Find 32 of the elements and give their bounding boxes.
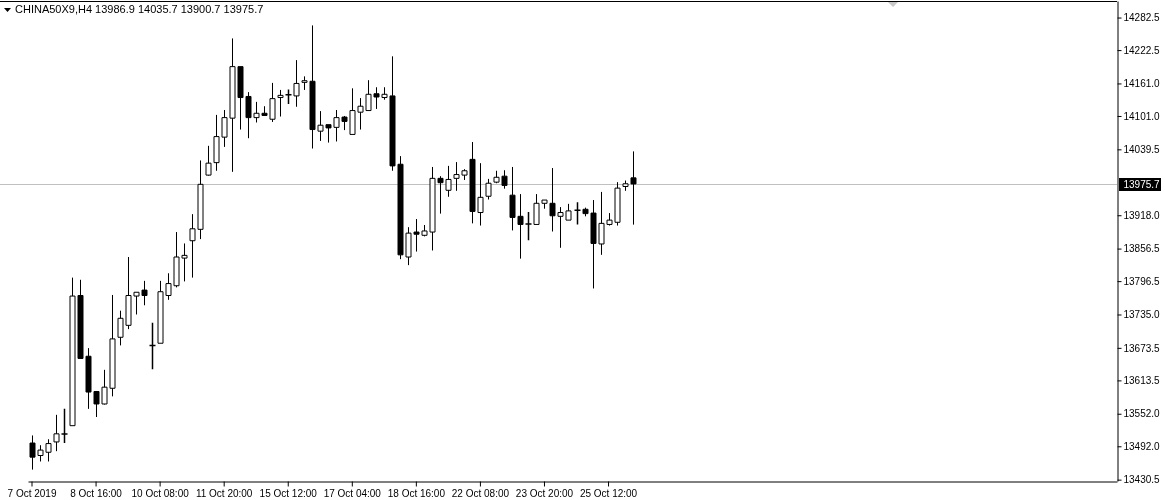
y-tick-label: 13856.5 — [1123, 243, 1161, 255]
x-tick-label: 11 Oct 20:00 — [195, 487, 253, 499]
x-tick-label: 8 Oct 16:00 — [70, 487, 123, 499]
y-tick-label: 14282.5 — [1123, 12, 1161, 24]
candlestick — [485, 178, 492, 201]
y-tick-label: 14222.5 — [1123, 44, 1161, 56]
y-tick-label: 13673.5 — [1123, 342, 1161, 354]
y-tick-label: 13430.5 — [1123, 474, 1161, 486]
candlestick — [60, 408, 69, 444]
x-tick-label: 7 Oct 2019 — [7, 487, 57, 499]
x-tick-label: 23 Oct 20:00 — [515, 487, 574, 499]
y-tick-label: 13492.0 — [1123, 440, 1161, 452]
candlestick — [277, 89, 284, 118]
candlestick — [53, 414, 60, 452]
y-tick-label: 14101.0 — [1123, 110, 1161, 122]
candlestick — [205, 145, 212, 177]
candlestick — [148, 321, 157, 371]
x-tick-label: 17 Oct 04:00 — [323, 487, 382, 499]
chart-title: CHINA50X9,H4 13986.9 14035.7 13900.7 13975.7 — [15, 3, 264, 15]
y-tick-label: 13735.0 — [1123, 309, 1161, 321]
x-tick-label: 15 Oct 12:00 — [259, 487, 318, 499]
x-tick-label: 10 Oct 08:00 — [131, 487, 190, 499]
x-tick-label: 18 Oct 16:00 — [387, 487, 446, 499]
y-tick-label: 14161.0 — [1123, 78, 1161, 90]
x-tick-label: 22 Oct 08:00 — [451, 487, 510, 499]
y-tick-label: 13613.5 — [1123, 375, 1161, 387]
y-tick-label: 13918.0 — [1123, 209, 1161, 221]
y-tick-label: 14039.5 — [1123, 144, 1161, 156]
y-tick-label: 13552.0 — [1123, 408, 1161, 420]
y-tick-label: 13796.5 — [1123, 275, 1161, 287]
ref-line-label: 13975.7 — [1123, 178, 1161, 190]
x-tick-label: 25 Oct 12:00 — [579, 487, 638, 499]
